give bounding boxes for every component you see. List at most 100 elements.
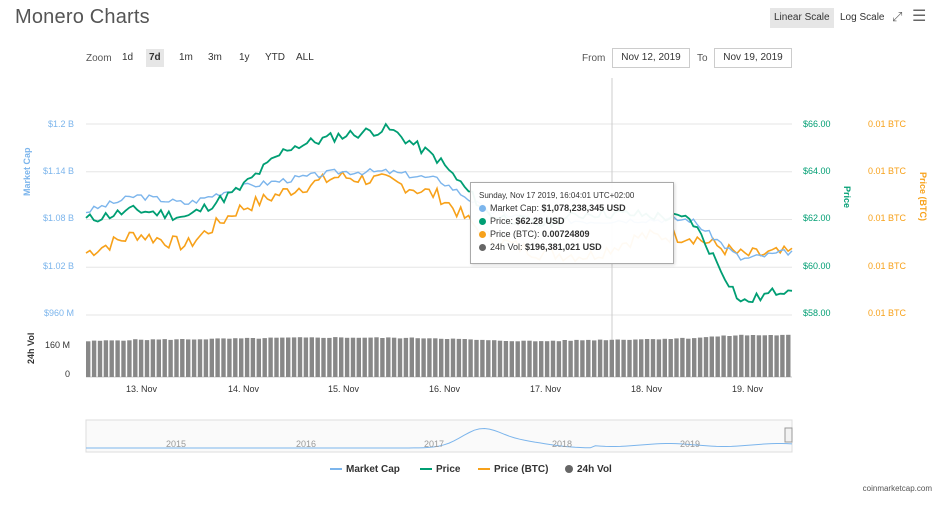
vol-bar: [391, 337, 397, 377]
vol-bar: [703, 337, 709, 377]
vol-bar: [103, 340, 109, 377]
vol-bar: [221, 338, 226, 377]
vol-bar: [209, 338, 214, 377]
vol-bar: [509, 341, 514, 377]
vol-bar: [380, 338, 385, 377]
vol-bar: [786, 334, 791, 377]
legend-price[interactable]: Price: [420, 464, 460, 475]
tooltip-price: Price: $62.28 USD: [479, 215, 665, 228]
vol-bar: [427, 338, 432, 377]
tooltip-label: Market Cap:: [490, 203, 540, 213]
vol-bar: [156, 339, 161, 377]
vol-bar: [644, 339, 650, 377]
zoom-1d-button[interactable]: 1d: [122, 52, 134, 63]
tooltip-label: 24h Vol:: [490, 242, 523, 252]
navigator-series: [86, 427, 793, 449]
right-tick: $66.00: [803, 119, 831, 129]
legend-price-btc[interactable]: Price (BTC): [478, 464, 548, 475]
vol-bar: [121, 340, 126, 377]
x-tick: 17. Nov: [530, 384, 562, 394]
legend-label: Market Cap: [346, 464, 400, 475]
tooltip-vol: 24h Vol: $196,381,021 USD: [479, 241, 665, 254]
vol-bar: [780, 334, 785, 377]
vol-bar: [433, 338, 438, 377]
vol-bar: [415, 338, 420, 377]
legend-vol[interactable]: 24h Vol: [565, 464, 612, 475]
vol-bar: [374, 337, 379, 377]
vol-bar: [621, 339, 626, 377]
vol-bar: [668, 339, 673, 377]
zoom-3m-button[interactable]: 3m: [208, 52, 222, 63]
vol-bar: [262, 338, 267, 377]
zoom-1y-button[interactable]: 1y: [239, 52, 250, 63]
price-btc-line: [85, 170, 793, 263]
x-tick: 16. Nov: [429, 384, 461, 394]
linear-scale-button[interactable]: Linear Scale: [770, 8, 834, 28]
right-tick: $60.00: [803, 261, 831, 271]
vol-tick: 0: [64, 369, 70, 379]
right2-tick: 0.01 BTC: [868, 119, 907, 129]
nav-tick: 2018: [552, 439, 573, 449]
credit-link[interactable]: coinmarketcap.com: [862, 484, 932, 493]
market-cap-dot-icon: [479, 205, 486, 213]
vol-bar: [274, 337, 279, 377]
vol-bar: [186, 339, 191, 377]
log-scale-button[interactable]: Log Scale: [840, 12, 885, 23]
vol-bar: [91, 340, 97, 377]
x-tick: 18. Nov: [631, 384, 663, 394]
vol-bar: [462, 339, 467, 377]
vol-bar: [750, 335, 756, 377]
vol-bar: [627, 339, 632, 377]
vol-bar: [650, 339, 656, 377]
vol-bar: [721, 335, 726, 377]
vol-bar: [697, 337, 703, 377]
tooltip-label: Price (BTC):: [490, 229, 540, 239]
from-date-input[interactable]: Nov 12, 2019: [612, 48, 690, 68]
vol-bar: [456, 338, 462, 377]
vol-bar: [497, 340, 503, 377]
to-date-input[interactable]: Nov 19, 2019: [714, 48, 792, 68]
menu-icon[interactable]: ☰: [912, 8, 927, 25]
vol-bar: [386, 337, 391, 377]
zoom-all-button[interactable]: ALL: [296, 52, 314, 63]
vol-bar: [268, 337, 273, 377]
tooltip-price-btc: Price (BTC): 0.00724809: [479, 228, 665, 241]
tooltip-value: $62.28 USD: [515, 216, 565, 226]
vol-bar: [339, 337, 344, 377]
tooltip-value: 0.00724809: [542, 229, 590, 239]
tooltip-value: $1,078,238,345 USD: [541, 203, 626, 213]
zoom-1m-button[interactable]: 1m: [179, 52, 193, 63]
legend-line-icon: [330, 468, 342, 471]
vol-bar: [162, 339, 167, 377]
vol-bar: [662, 338, 667, 377]
vol-bar: [138, 339, 144, 377]
vol-bar: [539, 341, 544, 377]
right2-tick: 0.01 BTC: [868, 166, 907, 176]
zoom-ytd-button[interactable]: YTD: [265, 52, 285, 63]
vol-bar: [715, 336, 720, 377]
vol-bar: [150, 339, 156, 377]
legend-dot-icon: [565, 465, 573, 474]
vol-bar: [633, 339, 638, 377]
zoom-7d-button[interactable]: 7d: [146, 49, 164, 67]
from-label: From: [582, 53, 606, 64]
vol-bar: [580, 340, 585, 377]
nav-tick: 2015: [166, 439, 187, 449]
vol-bar: [244, 337, 250, 377]
legend-market-cap[interactable]: Market Cap: [330, 464, 400, 475]
right2-tick: 0.01 BTC: [868, 261, 907, 271]
tooltip-market-cap: Market Cap: $1,078,238,345 USD: [479, 202, 665, 215]
fullscreen-icon[interactable]: ⤢: [892, 9, 903, 24]
left-tick: $1.14 B: [42, 166, 74, 176]
vol-bar: [115, 340, 120, 377]
vol-bar: [191, 339, 197, 377]
vol-bar: [315, 337, 320, 377]
vol-bar: [609, 339, 614, 377]
price-btc-dot-icon: [479, 231, 486, 239]
vol-bar: [97, 340, 103, 377]
tooltip-label: Price:: [490, 216, 514, 226]
navigator-handle: [784, 427, 793, 443]
vol-bar: [603, 340, 609, 377]
vol-bar: [280, 337, 285, 377]
